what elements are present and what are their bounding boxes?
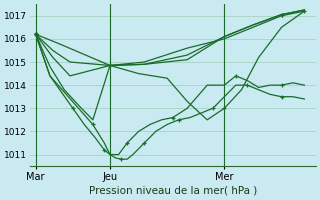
X-axis label: Pression niveau de la mer( hPa ): Pression niveau de la mer( hPa )	[89, 186, 257, 196]
